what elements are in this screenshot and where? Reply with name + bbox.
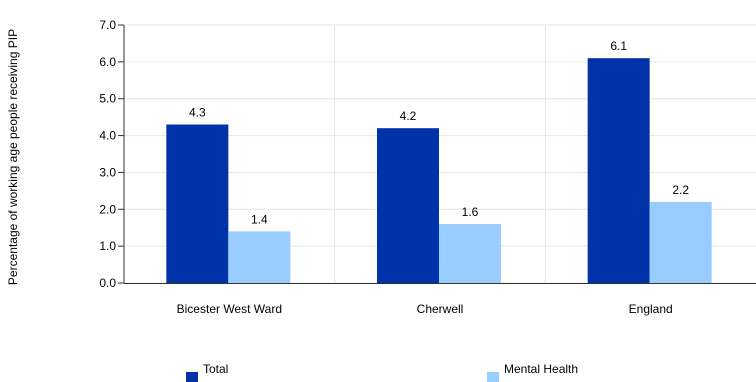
axes [118,24,756,284]
y-tick-label: 7.0 [99,18,116,32]
y-tick-label: 1.0 [99,239,116,253]
bar-total [377,128,439,283]
legend-label: Total [203,362,228,376]
y-tick-label: 6.0 [99,55,116,69]
data-label: 4.3 [189,106,206,120]
bar-mental-health [439,224,501,283]
bar-total [166,124,229,283]
y-tick-label: 2.0 [99,202,116,216]
legend-label: Mental Health [504,362,578,376]
y-tick-label: 5.0 [99,92,116,106]
category-label: Cherwell [417,302,464,316]
data-label: 4.2 [400,109,417,123]
data-label: 2.2 [672,183,689,197]
bar-total [587,58,650,283]
category-label: Bicester West Ward [177,302,282,316]
legend: Total Mental Health [186,362,578,382]
bar-mental-health [649,201,712,283]
y-tick-label: 3.0 [99,165,116,179]
bar-mental-health [228,231,291,283]
legend-swatch [487,372,499,382]
data-label: 1.6 [462,205,479,219]
legend-swatch [186,372,198,382]
y-tick-label: 0.0 [99,276,116,290]
data-label: 6.1 [610,39,627,53]
y-axis-label: Percentage of working age people receivi… [6,29,20,285]
category-label: England [629,302,673,316]
data-label: 1.4 [251,212,268,226]
labels: 0.0 1.0 2.0 3.0 4.0 5.0 6.0 7.0 4.3 1.4 Bicester W… [99,18,689,316]
bars [166,58,712,283]
y-tick-label: 4.0 [99,129,116,143]
